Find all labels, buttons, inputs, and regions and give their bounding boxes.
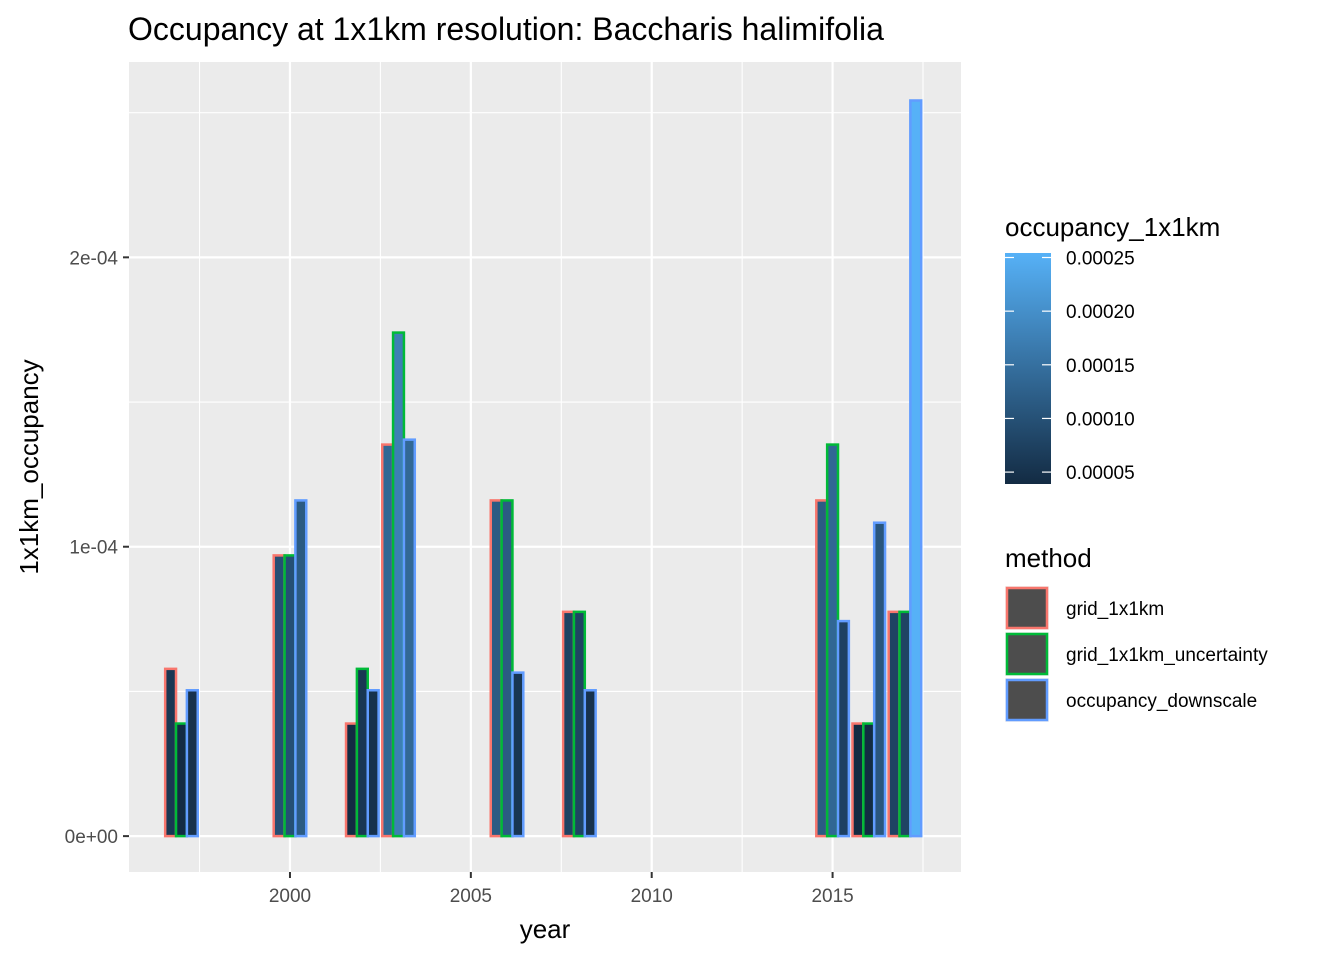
fill-legend: occupancy_1x1km 0.00005 0.00010 0.00015 0.0… (1005, 212, 1220, 484)
colorbar-label: 0.00005 (1066, 463, 1135, 484)
bar-grid_1x1km-2017 (887, 610, 901, 838)
bar-grid_1x1km_uncertainty-2002 (355, 667, 369, 838)
bar-grid_1x1km_uncertainty-2008 (572, 610, 587, 838)
bar-occupancy_downscale-2003 (402, 438, 417, 838)
bar-occupancy_downscale-2016 (872, 521, 887, 838)
legend-label-grid_1x1km_uncertainty: grid_1x1km_uncertainty (1066, 645, 1268, 666)
y-axis-title: 1x1km_occupancy (14, 359, 44, 574)
legend-key-grid_1x1km_uncertainty (1005, 632, 1049, 676)
bar-grid_1x1km-2008 (561, 610, 576, 838)
method-legend-title: method (1005, 543, 1092, 573)
bar-grid_1x1km_uncertainty-2000 (283, 554, 297, 838)
colorbar-label: 0.00025 (1066, 249, 1135, 270)
bar-grid_1x1km_uncertainty-2015 (825, 443, 840, 838)
x-tick-label: 2010 (631, 886, 673, 907)
x-tick-label: 2015 (811, 886, 853, 907)
colorbar-label: 0.00015 (1066, 356, 1135, 377)
bar-grid_1x1km-2016 (851, 722, 865, 838)
bar-grid_1x1km_uncertainty-2003 (391, 331, 406, 838)
bar-grid_1x1km-2006 (489, 499, 503, 838)
method-legend: method grid_1x1km grid_1x1km_uncertaintyo… (1005, 543, 1268, 722)
bar-occupancy_downscale-2015 (836, 619, 851, 838)
chart-title: Occupancy at 1x1km resolution: Baccharis… (128, 11, 884, 47)
bar-grid_1x1km-1997 (163, 667, 178, 838)
bar-grid_1x1km-2003 (380, 443, 395, 838)
bar-grid_1x1km-2015 (815, 499, 829, 838)
bar-occupancy_downscale-2000 (294, 499, 308, 838)
bar-occupancy_downscale-1997 (185, 689, 199, 838)
bar-grid_1x1km_uncertainty-2017 (898, 610, 912, 838)
bar-occupancy_downscale-2017 (909, 99, 923, 838)
bar-occupancy_downscale-2008 (583, 689, 597, 838)
y-tick-label: 2e-04 (69, 248, 118, 269)
y-tick-label: 0e+00 (65, 827, 118, 848)
bar-grid_1x1km-2002 (344, 722, 359, 838)
bar-grid_1x1km_uncertainty-2016 (862, 722, 876, 838)
bar-occupancy_downscale-2006 (511, 671, 525, 838)
x-tick-label: 2005 (450, 886, 492, 907)
colorbar-label: 0.00020 (1066, 302, 1135, 323)
colorbar (1005, 253, 1051, 484)
x-tick-label: 2000 (269, 886, 311, 907)
bar-grid_1x1km_uncertainty-2006 (500, 499, 514, 838)
colorbar-label: 0.00010 (1066, 409, 1135, 430)
y-axis: 0e+00 1e-04 2e-04 (65, 248, 129, 848)
legend-label-grid_1x1km: grid_1x1km (1066, 599, 1164, 620)
x-axis: 2000 2005 2010 2015 (269, 872, 854, 907)
bar-grid_1x1km_uncertainty-1997 (174, 722, 189, 838)
y-tick-label: 1e-04 (69, 538, 118, 559)
legend-key-occupancy_downscale (1005, 678, 1049, 722)
legend-key-grid_1x1km (1005, 586, 1049, 630)
plot-panel (129, 62, 961, 872)
legend-label-occupancy_downscale: occupancy_downscale (1066, 691, 1257, 712)
bar-occupancy_downscale-2002 (366, 689, 380, 838)
bar-grid_1x1km-2000 (272, 554, 286, 838)
x-axis-title: year (520, 914, 571, 944)
fill-legend-title: occupancy_1x1km (1005, 212, 1220, 242)
